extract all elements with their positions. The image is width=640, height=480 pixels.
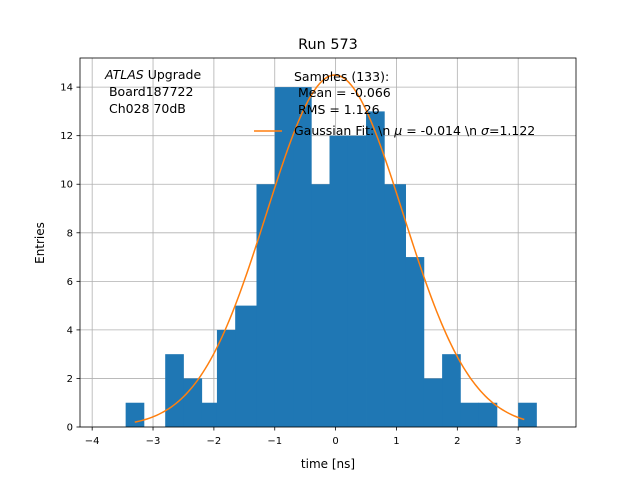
annotation-line-2: Board187722 [105, 84, 193, 99]
legend-fit-sigma: σ [481, 123, 490, 138]
histogram-bar [201, 402, 218, 427]
legend-fit-label: Gaussian Fit: \n μ = -0.014 \n σ=1.122 [294, 123, 535, 138]
y-tick-label: 14 [60, 83, 73, 94]
legend-samples-line-1: Samples (133): [294, 69, 389, 84]
x-tick-label: −1 [267, 436, 282, 447]
legend-fit-mid: = -0.014 \n [402, 123, 481, 138]
histogram-bar [216, 329, 236, 427]
gaussian-fit-curve [134, 74, 525, 423]
legend-samples-line-3: RMS = 1.126 [294, 102, 380, 117]
histogram-bar [478, 402, 498, 427]
y-tick-label: 2 [67, 374, 73, 385]
histogram-bar [183, 378, 203, 427]
x-tick-label: 3 [515, 436, 521, 447]
legend: Samples (133): Mean = -0.066 RMS = 1.126… [254, 69, 535, 138]
annotation-line-1: Upgrade [144, 67, 202, 82]
histogram-bar [165, 354, 184, 427]
histogram-bar [347, 135, 367, 427]
y-tick-label: 10 [60, 180, 73, 191]
y-tick-label: 0 [67, 423, 73, 434]
histogram-bar [405, 257, 425, 427]
histogram-bar [366, 111, 385, 427]
chart-title: Run 573 [298, 37, 358, 53]
axes-frame [79, 57, 577, 428]
y-tick-label: 4 [67, 325, 73, 336]
histogram-bar [384, 184, 406, 427]
annotation-line-3: Ch028 70dB [105, 101, 186, 116]
histogram-bar [125, 402, 145, 427]
atlas-annotation: ATLAS Upgrade Board187722 Ch028 70dB [104, 67, 205, 116]
histogram-bar [274, 87, 294, 427]
y-tick-label: 8 [67, 228, 73, 239]
legend-samples-line-2: Mean = -0.066 [294, 85, 391, 100]
x-tick-label: −3 [146, 436, 161, 447]
histogram-bar [293, 87, 312, 427]
x-axis-ticks: −4 −3 −2 −1 0 1 2 3 [85, 427, 521, 447]
y-axis-ticks: 0 2 4 6 8 10 12 14 [60, 83, 80, 434]
x-tick-label: −2 [207, 436, 222, 447]
histogram-bar [256, 184, 276, 427]
histogram-bar [442, 354, 461, 427]
legend-fit-suffix: =1.122 [489, 123, 535, 138]
y-tick-label: 12 [60, 131, 73, 142]
x-axis-label: time [ns] [301, 457, 355, 471]
histogram-bar [518, 402, 537, 427]
histogram-bar [311, 184, 330, 427]
atlas-label: ATLAS [104, 67, 144, 82]
x-tick-label: 2 [454, 436, 460, 447]
x-tick-label: −4 [85, 436, 100, 447]
histogram-bar [329, 135, 349, 427]
x-tick-label: 0 [332, 436, 338, 447]
histogram-bars [125, 87, 537, 427]
y-axis-label: Entries [33, 222, 47, 264]
histogram-bar [460, 402, 480, 427]
y-tick-label: 6 [67, 277, 73, 288]
histogram-bar [235, 305, 257, 427]
legend-fit-mu: μ [393, 123, 402, 138]
histogram-bar [423, 378, 443, 427]
legend-fit-prefix: Gaussian Fit: \n [294, 123, 394, 138]
x-tick-label: 1 [393, 436, 399, 447]
